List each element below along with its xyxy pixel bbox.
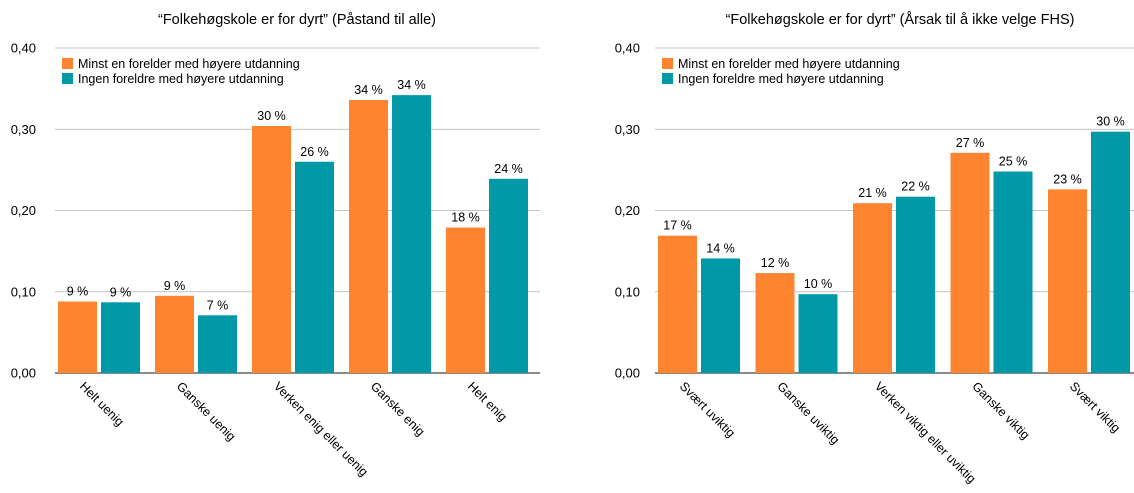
bar — [896, 196, 935, 373]
legend-swatch — [62, 58, 73, 69]
legend-label: Ingen foreldre med høyere utdanning — [78, 72, 284, 86]
legend-label: Ingen foreldre med høyere utdanning — [678, 72, 884, 86]
data-label: 21 % — [858, 186, 887, 200]
bar — [1048, 189, 1087, 373]
x-tick-label: Ganske viktig — [969, 379, 1032, 442]
data-label: 9 % — [110, 285, 132, 299]
data-label: 22 % — [901, 180, 930, 194]
bar — [489, 178, 528, 373]
legend-label: Minst en forelder med høyere utdanning — [78, 57, 300, 71]
data-label: 17 % — [663, 219, 692, 233]
bar — [950, 152, 990, 373]
y-tick-label: 0,10 — [615, 284, 640, 299]
data-label: 30 % — [257, 109, 286, 123]
bar — [58, 301, 97, 373]
y-tick-label: 0,20 — [615, 203, 640, 218]
y-tick-label: 0,40 — [615, 41, 640, 56]
bar — [853, 203, 892, 373]
data-label: 23 % — [1053, 172, 1082, 186]
chart-left: “Folkehøgskole er for dyrt” (Påstand til… — [11, 12, 540, 479]
chart-title: “Folkehøgskole er for dyrt” (Påstand til… — [158, 12, 436, 28]
bar — [252, 126, 291, 373]
data-label: 9 % — [164, 279, 186, 293]
y-tick-label: 0,30 — [11, 122, 36, 137]
x-tick-label: Svært viktig — [1067, 379, 1123, 435]
bar — [993, 171, 1033, 373]
bar — [349, 100, 388, 373]
bar — [755, 273, 795, 373]
y-tick-label: 0,20 — [11, 203, 36, 218]
chart-title: “Folkehøgskole er for dyrt” (Årsak til å… — [726, 11, 1075, 28]
y-tick-label: 0,30 — [615, 122, 640, 137]
bar — [198, 315, 237, 373]
x-tick-label: Ganske uenig — [174, 379, 238, 443]
y-tick-label: 0,40 — [11, 41, 36, 56]
data-label: 9 % — [67, 285, 89, 299]
y-tick-label: 0,00 — [615, 366, 640, 381]
chart-right-svg: “Folkehøgskole er for dyrt” (Årsak til å… — [615, 11, 1134, 486]
data-label: 7 % — [207, 298, 229, 312]
bar — [155, 295, 194, 373]
y-tick-label: 0,00 — [11, 366, 36, 381]
data-label: 14 % — [706, 241, 735, 255]
data-label: 34 % — [354, 83, 383, 97]
x-tick-label: Verken enig eller uenig — [271, 379, 371, 479]
legend-swatch — [662, 73, 673, 84]
x-tick-label: Verken viktig eller uviktig — [872, 379, 979, 486]
bar — [658, 235, 697, 373]
bar — [101, 302, 140, 373]
chart-left-svg: “Folkehøgskole er for dyrt” (Påstand til… — [11, 12, 540, 479]
data-label: 24 % — [494, 162, 523, 176]
data-label: 25 % — [999, 155, 1028, 169]
y-tick-label: 0,10 — [11, 284, 36, 299]
x-tick-label: Helt uenig — [77, 379, 127, 429]
x-tick-label: Svært uviktig — [677, 379, 738, 440]
bar — [798, 294, 838, 373]
data-label: 30 % — [1096, 115, 1125, 129]
legend-swatch — [62, 73, 73, 84]
legend-swatch — [662, 58, 673, 69]
bar — [392, 95, 431, 373]
x-tick-label: Ganske enig — [368, 379, 428, 439]
bar — [1091, 131, 1130, 373]
legend-label: Minst en forelder med høyere utdanning — [678, 57, 900, 71]
x-tick-label: Ganske uviktig — [774, 379, 842, 447]
data-label: 10 % — [804, 277, 833, 291]
data-label: 26 % — [300, 145, 329, 159]
bar — [295, 161, 334, 373]
chart-right: “Folkehøgskole er for dyrt” (Årsak til å… — [567, 0, 1134, 493]
data-label: 34 % — [397, 78, 426, 92]
bar — [701, 258, 740, 373]
x-tick-label: Helt enig — [465, 379, 510, 424]
bar — [446, 227, 485, 373]
data-label: 12 % — [761, 256, 790, 270]
data-label: 18 % — [451, 211, 480, 225]
data-label: 27 % — [956, 136, 985, 150]
